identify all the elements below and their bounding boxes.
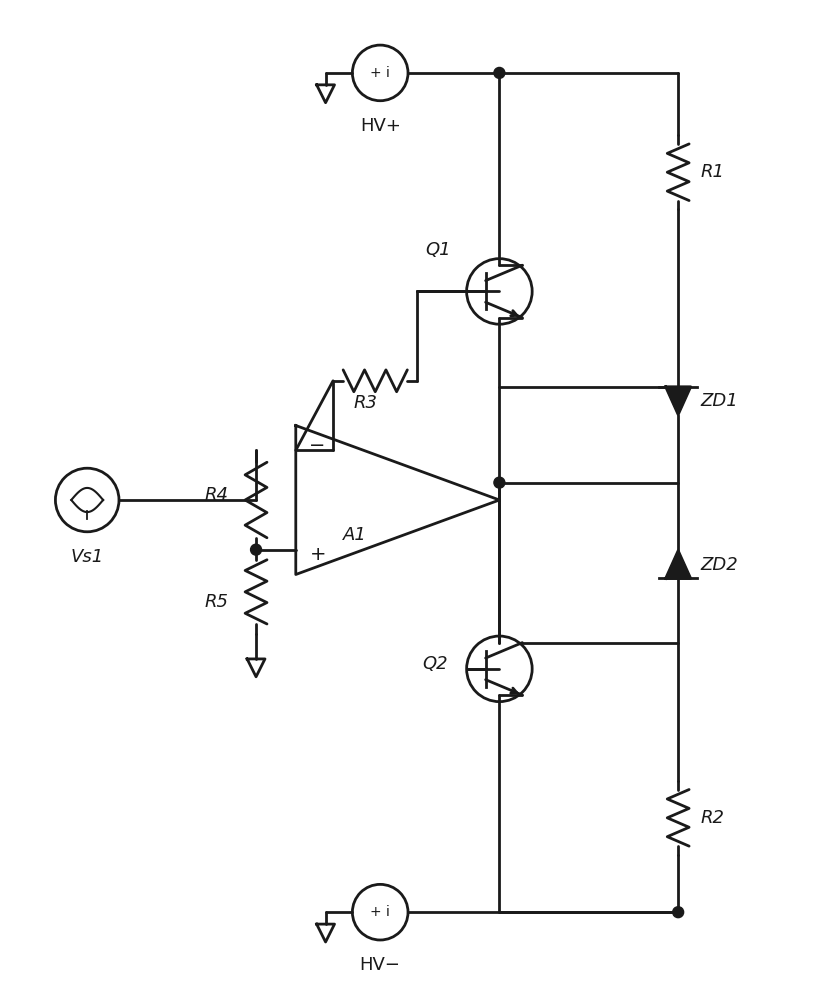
Text: + i: + i bbox=[370, 66, 390, 80]
Text: R1: R1 bbox=[699, 163, 723, 181]
Text: Q1: Q1 bbox=[424, 241, 450, 259]
Text: −: − bbox=[309, 436, 325, 455]
Text: R3: R3 bbox=[353, 394, 377, 412]
Text: HV+: HV+ bbox=[360, 117, 400, 135]
Polygon shape bbox=[665, 551, 690, 578]
Circle shape bbox=[493, 477, 505, 488]
Circle shape bbox=[672, 907, 683, 918]
Text: R2: R2 bbox=[699, 809, 723, 827]
Circle shape bbox=[493, 67, 505, 78]
Polygon shape bbox=[665, 387, 690, 415]
Text: Q2: Q2 bbox=[422, 655, 447, 673]
Text: + i: + i bbox=[370, 905, 390, 919]
Text: R4: R4 bbox=[204, 486, 228, 504]
Text: ZD2: ZD2 bbox=[699, 556, 737, 574]
Text: +: + bbox=[309, 545, 325, 564]
Text: HV−: HV− bbox=[360, 956, 400, 974]
Circle shape bbox=[251, 544, 261, 555]
Text: Vs1: Vs1 bbox=[70, 548, 104, 566]
Text: A1: A1 bbox=[343, 526, 367, 544]
Text: R5: R5 bbox=[204, 593, 228, 611]
Text: ZD1: ZD1 bbox=[699, 392, 737, 410]
